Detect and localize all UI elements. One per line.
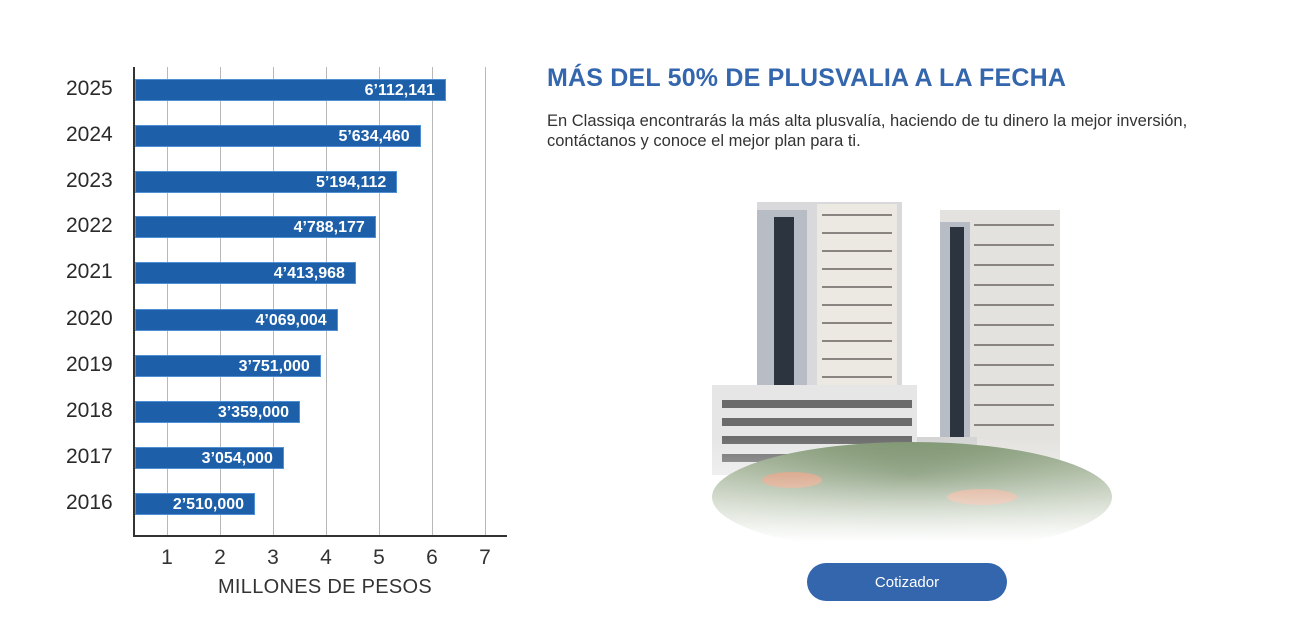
bar-value-label: 4’413,968 — [273, 265, 345, 282]
x-tick-label: 2 — [214, 546, 226, 569]
gridline — [220, 67, 221, 535]
x-tick-label: 5 — [373, 546, 385, 569]
x-tick-label: 3 — [267, 546, 279, 569]
bar: 4’069,004 — [135, 309, 338, 331]
bar: 2’510,000 — [135, 493, 256, 515]
bar-value-label: 4’788,177 — [293, 219, 365, 236]
section-title: MÁS DEL 50% DE PLUSVALIA A LA FECHA — [547, 64, 1067, 92]
section-description: En Classiqa encontrarás la más alta plus… — [547, 112, 1188, 150]
cotizador-button[interactable]: Cotizador — [807, 563, 1007, 601]
bar-value-label: 5’194,112 — [315, 174, 387, 191]
bar-value-label: 3’751,000 — [238, 358, 310, 375]
year-label: 2025 — [66, 77, 113, 100]
bar: 4’788,177 — [135, 216, 376, 238]
year-label: 2023 — [66, 169, 113, 192]
x-tick-label: 4 — [320, 546, 332, 569]
plusvalia-bar-chart: 2025 6’112,141 2024 5’634,460 2023 5’194,112 2… — [0, 0, 530, 634]
x-axis-line — [133, 535, 507, 537]
year-label: 2018 — [66, 399, 113, 422]
gridline — [326, 67, 327, 535]
building-photo — [712, 192, 1112, 552]
gridline — [167, 67, 168, 535]
bar-value-label: 5’634,460 — [338, 128, 410, 145]
bar-value-label: 3’054,000 — [201, 450, 273, 467]
x-tick-label: 7 — [479, 546, 491, 569]
gridline — [273, 67, 274, 535]
year-label: 2024 — [66, 123, 113, 146]
bar: 3’054,000 — [135, 447, 284, 469]
y-axis-line — [133, 67, 135, 537]
gridline — [432, 67, 433, 535]
year-label: 2020 — [66, 307, 113, 330]
bar: 5’634,460 — [135, 125, 421, 147]
year-label: 2022 — [66, 214, 113, 237]
bar: 3’359,000 — [135, 401, 301, 423]
bar-value-label: 2’510,000 — [172, 496, 245, 513]
bar: 3’751,000 — [135, 355, 321, 377]
bar-value-label: 3’359,000 — [217, 404, 290, 421]
x-tick-label: 6 — [426, 546, 438, 569]
gridline — [485, 67, 486, 535]
bar: 6’112,141 — [135, 79, 446, 101]
bar-value-label: 4’069,004 — [255, 312, 327, 329]
year-label: 2016 — [66, 491, 113, 514]
x-axis-label: MILLONES DE PESOS — [217, 576, 433, 598]
year-label: 2019 — [66, 353, 113, 376]
bar: 5’194,112 — [135, 171, 398, 193]
gridline — [379, 67, 380, 535]
bar-value-label: 6’112,141 — [364, 82, 435, 99]
year-label: 2021 — [66, 260, 113, 283]
year-label: 2017 — [66, 445, 113, 468]
bar: 4’413,968 — [135, 262, 356, 284]
x-tick-label: 1 — [161, 546, 173, 569]
